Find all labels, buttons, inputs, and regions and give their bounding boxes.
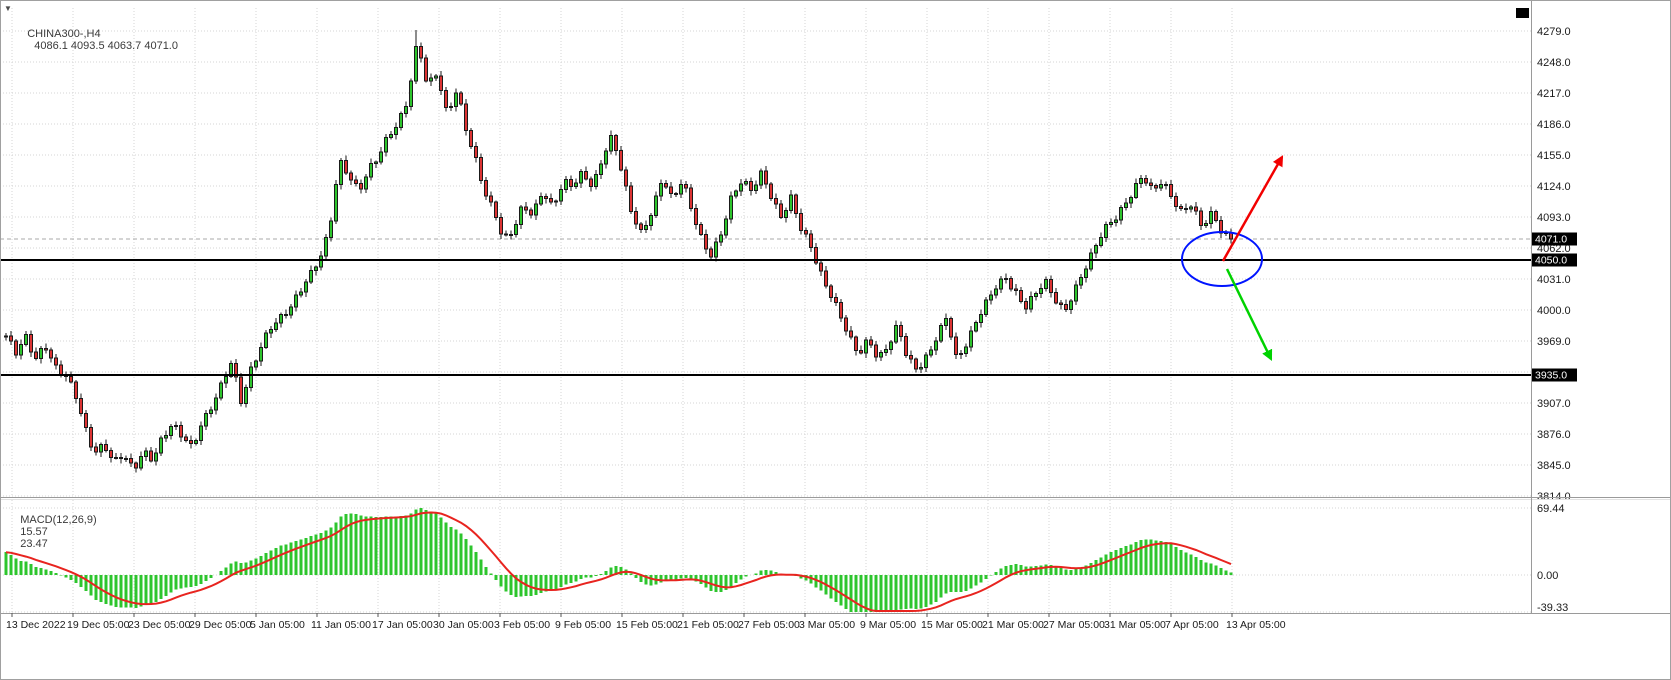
blue-ellipse-annotation[interactable] (1181, 231, 1263, 287)
price-tag-4071.0: 4071.0 (1532, 232, 1577, 246)
time-axis-label: 23 Dec 05:00 (128, 619, 191, 631)
macd-axis-label: 69.44 (1537, 503, 1565, 515)
time-axis-label: 29 Dec 05:00 (189, 619, 252, 631)
time-axis-label: 11 Jan 05:00 (311, 619, 371, 631)
price-axis-label: 3907.0 (1537, 398, 1571, 410)
time-axis-label: 21 Feb 05:00 (677, 619, 739, 631)
price-axis-label: 3876.0 (1537, 429, 1571, 441)
candlestick-series (4, 30, 1233, 473)
macd-signal-line (5, 511, 1232, 612)
time-axis-label: 7 Apr 05:00 (1165, 619, 1219, 631)
price-tag-4050.0: 4050.0 (1532, 253, 1577, 267)
price-axis-label: 4124.0 (1537, 181, 1571, 193)
time-axis-label: 13 Apr 05:00 (1226, 619, 1286, 631)
price-tag-3935.0: 3935.0 (1532, 368, 1577, 382)
price-axis-label: 4217.0 (1537, 88, 1571, 100)
macd-axis-label: 0.00 (1537, 570, 1558, 582)
time-axis-label: 9 Mar 05:00 (860, 619, 916, 631)
time-axis-label: 17 Jan 05:00 (372, 619, 433, 631)
time-axis-label: 27 Feb 05:00 (738, 619, 800, 631)
time-axis-label: 15 Feb 05:00 (616, 619, 678, 631)
macd-axis[interactable]: 69.44 0.00 -39.33 (1537, 503, 1568, 614)
price-axis-label: 4000.0 (1537, 305, 1571, 317)
svg-text:4071.0: 4071.0 (1535, 234, 1567, 246)
price-axis-label: 4062.0 (1537, 243, 1571, 255)
time-axis-label: 27 Mar 05:00 (1043, 619, 1105, 631)
price-axis-label: 4248.0 (1537, 57, 1571, 69)
time-axis-label: 13 Dec 2022 (6, 619, 66, 631)
green-down-arrow-annotation[interactable] (1225, 268, 1273, 361)
price-axis-label: 4155.0 (1537, 150, 1571, 162)
time-axis-label: 21 Mar 05:00 (982, 619, 1044, 631)
price-axis-label: 4031.0 (1537, 274, 1571, 286)
top-right-marker (1516, 8, 1529, 18)
time-axis-label: 5 Jan 05:00 (250, 619, 305, 631)
svg-text:3935.0: 3935.0 (1535, 370, 1567, 382)
grid (0, 8, 1531, 613)
price-axis-label: 3969.0 (1537, 336, 1571, 348)
time-axis-label: 15 Mar 05:00 (921, 619, 983, 631)
time-axis-label: 30 Jan 05:00 (433, 619, 494, 631)
macd-axis-label: -39.33 (1537, 602, 1568, 614)
svg-text:4050.0: 4050.0 (1535, 255, 1567, 267)
time-axis-label: 19 Dec 05:00 (67, 619, 130, 631)
time-axis-label: 3 Feb 05:00 (494, 619, 550, 631)
time-axis-label: 3 Mar 05:00 (799, 619, 855, 631)
price-axis-label: 3845.0 (1537, 460, 1571, 472)
price-axis-label: 4186.0 (1537, 119, 1571, 131)
price-axis-label: 4093.0 (1537, 212, 1571, 224)
time-axis-label: 31 Mar 05:00 (1104, 619, 1166, 631)
price-axis-label: 4279.0 (1537, 26, 1571, 38)
price-axis-background (1531, 0, 1671, 680)
red-up-arrow-annotation[interactable] (1221, 155, 1284, 262)
time-axis-label: 9 Feb 05:00 (555, 619, 611, 631)
